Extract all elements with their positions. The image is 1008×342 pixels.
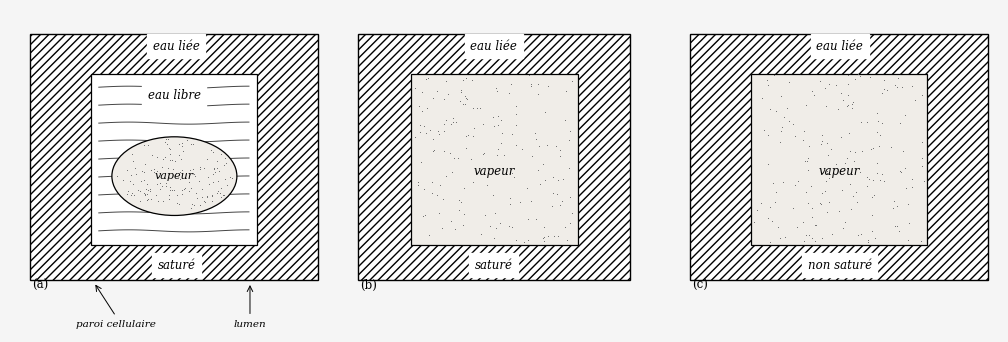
Text: (a): (a) xyxy=(32,279,48,292)
Text: paroi cellulaire: paroi cellulaire xyxy=(76,320,156,329)
Ellipse shape xyxy=(112,137,237,215)
Bar xyxy=(30,34,318,280)
Bar xyxy=(358,34,630,280)
Bar xyxy=(690,34,988,280)
Text: lumen: lumen xyxy=(234,320,266,329)
Text: vapeur: vapeur xyxy=(155,171,194,181)
Bar xyxy=(411,74,578,245)
Bar xyxy=(751,74,927,245)
Text: eau liée: eau liée xyxy=(153,40,200,53)
Text: (b): (b) xyxy=(360,279,377,292)
Text: saturé: saturé xyxy=(157,259,196,272)
Text: saturé: saturé xyxy=(475,259,513,272)
Text: vapeur: vapeur xyxy=(818,165,861,177)
Bar xyxy=(91,74,257,245)
Text: (c): (c) xyxy=(692,279,709,292)
Text: non saturé: non saturé xyxy=(807,259,872,272)
Text: eau liée: eau liée xyxy=(816,40,863,53)
Text: eau liée: eau liée xyxy=(471,40,517,53)
Text: vapeur: vapeur xyxy=(473,165,515,177)
Text: eau libre: eau libre xyxy=(148,89,201,102)
